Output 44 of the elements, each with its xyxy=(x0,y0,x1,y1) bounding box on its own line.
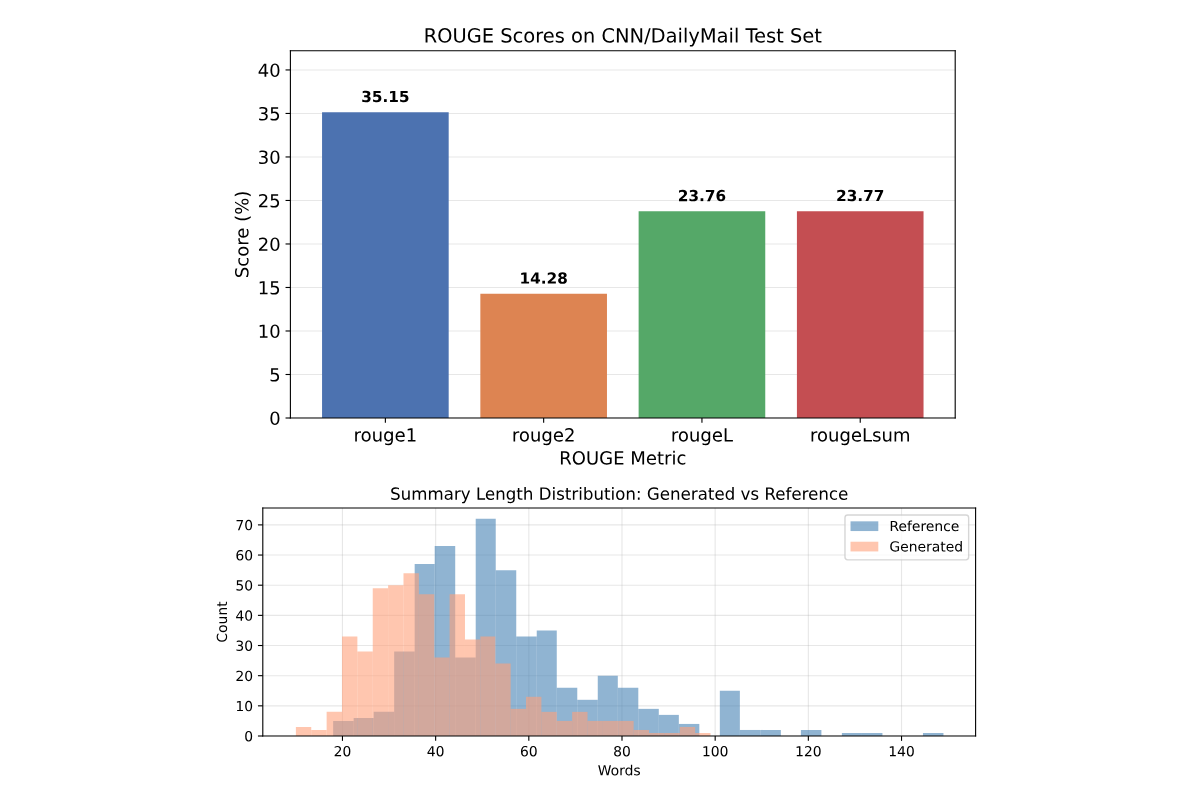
y-tick-label: 5 xyxy=(270,368,280,382)
bar xyxy=(796,211,924,418)
y-tick-label: 35 xyxy=(259,106,280,121)
y-tick-label: 0 xyxy=(270,411,280,426)
x-tick-label: rougeLsum xyxy=(811,428,909,446)
bar xyxy=(322,112,449,418)
chart-title: Summary Length Distribution: Generated vs Reference xyxy=(391,487,848,504)
y-axis-title: Score (%) xyxy=(234,192,251,277)
legend-label: Generated xyxy=(890,540,962,552)
x-tick-label: 20 xyxy=(334,745,351,757)
y-tick-label: 25 xyxy=(259,193,280,208)
data-label: 14.28 xyxy=(521,272,567,284)
y-tick-label: 20 xyxy=(236,670,253,682)
x-tick-label: rouge2 xyxy=(513,428,574,446)
x-tick-label: 80 xyxy=(614,745,630,757)
data-label: 23.76 xyxy=(678,189,726,202)
x-tick-label: 140 xyxy=(889,745,914,757)
y-tick-label: 50 xyxy=(236,580,253,591)
x-tick-label: 40 xyxy=(427,745,444,757)
x-axis-title: Words xyxy=(598,764,640,776)
x-tick-label: rougeL xyxy=(672,428,733,446)
y-tick-label: 40 xyxy=(236,610,253,621)
y-tick-label: 40 xyxy=(258,63,280,78)
y-tick-label: 0 xyxy=(245,730,253,742)
bar xyxy=(480,293,607,418)
bar xyxy=(638,211,766,418)
y-tick-label: 70 xyxy=(236,519,253,531)
x-tick-label: rouge1 xyxy=(355,428,416,446)
y-tick-label: 30 xyxy=(236,640,253,651)
y-tick-label: 10 xyxy=(236,700,253,712)
legend-label: Reference xyxy=(890,520,959,532)
x-axis-title: ROUGE Metric xyxy=(560,450,686,465)
y-tick-label: 30 xyxy=(259,150,280,165)
data-label: 35.15 xyxy=(362,90,409,103)
x-tick-label: 60 xyxy=(520,745,537,757)
data-label: 23.77 xyxy=(837,189,884,202)
y-axis-title: Count xyxy=(216,601,228,642)
chart-title: ROUGE Scores on CNN/DailyMail Test Set xyxy=(425,27,822,47)
y-tick-label: 15 xyxy=(259,281,280,295)
y-tick-label: 20 xyxy=(259,237,280,252)
x-tick-label: 120 xyxy=(796,745,821,757)
y-tick-label: 60 xyxy=(236,550,253,561)
x-tick-label: 100 xyxy=(703,745,728,757)
y-tick-label: 10 xyxy=(259,324,280,339)
